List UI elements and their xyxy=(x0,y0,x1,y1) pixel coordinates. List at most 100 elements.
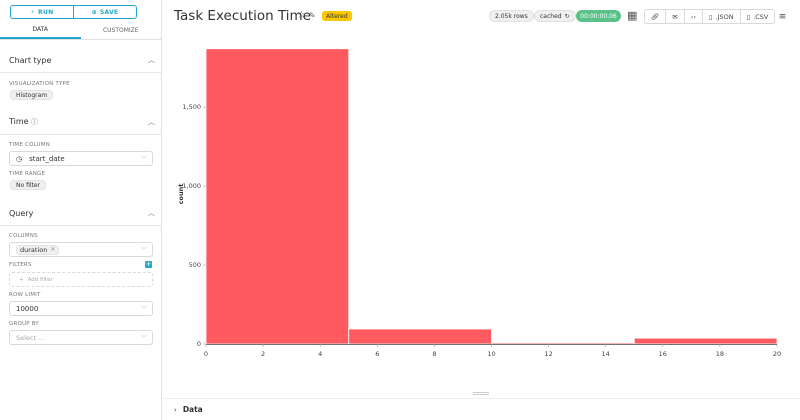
viz-type-value[interactable]: Histogram xyxy=(10,90,54,100)
clock-icon: ◷ xyxy=(16,154,23,163)
section-divider xyxy=(0,225,161,226)
group-by-select[interactable]: Select ... ﹀ xyxy=(9,330,153,345)
file-icon: ▯ xyxy=(708,12,713,21)
star-icon[interactable]: ☆ xyxy=(297,10,306,21)
y-tick-label: 1,000 xyxy=(182,182,201,190)
x-tick-label: 0 xyxy=(204,350,208,358)
x-tick-label: 8 xyxy=(432,350,436,358)
run-save-group: ⚡ RUN ⊕ SAVE xyxy=(10,5,137,19)
run-label: RUN xyxy=(38,8,54,16)
x-tick-label: 12 xyxy=(544,350,552,358)
csv-label: .CSV xyxy=(753,12,769,21)
columns-select[interactable]: duration × ﹀ xyxy=(9,242,153,257)
data-section-toggle[interactable]: › Data xyxy=(174,405,203,414)
chevron-down-icon: ﹀ xyxy=(140,306,147,313)
x-tick-label: 10 xyxy=(487,350,495,358)
code-icon: ‹› xyxy=(690,12,696,21)
y-tick-label: 500 xyxy=(189,261,201,269)
y-axis-label: count xyxy=(177,184,185,205)
data-section-label: Data xyxy=(182,405,203,414)
histogram-svg: 0 500 1,000 1,500 0 2 4 6 8 10 12 14 16 18 20 count xyxy=(177,48,781,358)
time-range-label: TIME RANGE xyxy=(9,171,46,177)
add-filter-label: Add filter xyxy=(27,276,53,283)
time-column-label: TIME COLUMN xyxy=(9,142,50,148)
export-actions: 🔗︎ ✉ ‹› ▯ .JSON ▯ .CSV xyxy=(644,9,776,24)
save-label: SAVE xyxy=(99,8,119,16)
tab-customize[interactable]: CUSTOMIZE xyxy=(102,27,139,34)
close-icon[interactable]: × xyxy=(50,246,56,253)
chevron-up-icon[interactable]: ︿ xyxy=(148,56,155,64)
row-limit-label: ROW LIMIT xyxy=(9,292,41,298)
export-csv-button[interactable]: ▯ .CSV xyxy=(739,10,775,23)
plus-circle-icon: ⊕ xyxy=(91,8,97,16)
histogram-chart: 0 500 1,000 1,500 0 2 4 6 8 10 12 14 16 18 20 count xyxy=(163,30,800,360)
save-button[interactable]: ⊕ SAVE xyxy=(73,6,136,18)
calendar-icon[interactable]: ▦ xyxy=(627,9,638,22)
run-button[interactable]: ⚡ RUN xyxy=(11,6,73,18)
query-section-header[interactable]: Query ︿ xyxy=(9,207,155,219)
histogram-bar xyxy=(348,328,492,345)
time-section-header[interactable]: Time ⓘ ︿ xyxy=(9,116,155,128)
row-limit-select[interactable]: 10000 ﹀ xyxy=(9,301,153,316)
group-by-label: GROUP BY xyxy=(9,321,39,327)
tab-data[interactable]: DATA xyxy=(0,22,81,39)
histogram-bar xyxy=(491,342,635,345)
copy-link-button[interactable]: 🔗︎ xyxy=(645,10,665,23)
resize-handle[interactable] xyxy=(473,392,489,395)
altered-badge[interactable]: Altered xyxy=(322,11,352,21)
refresh-icon: ↻ xyxy=(564,12,570,20)
time-title-wrap: Time ⓘ xyxy=(9,117,38,127)
columns-label: COLUMNS xyxy=(9,233,38,239)
time-column-select[interactable]: ◷ start_date ﹀ xyxy=(9,151,153,166)
chart-type-section-header[interactable]: Chart type ︿ xyxy=(9,54,155,66)
x-tick-label: 20 xyxy=(773,350,781,358)
chart-type-title: Chart type xyxy=(9,55,52,65)
section-divider xyxy=(0,72,161,73)
chevron-down-icon: ﹀ xyxy=(140,335,147,342)
chevron-down-icon: ﹀ xyxy=(140,247,147,254)
histogram-bar xyxy=(205,48,350,345)
data-divider xyxy=(163,398,800,399)
section-divider xyxy=(0,134,161,135)
row-count-badge: 2.05k rows xyxy=(489,10,534,22)
time-column-value: start_date xyxy=(29,154,65,163)
json-label: .JSON xyxy=(715,12,734,21)
x-tick-label: 18 xyxy=(716,350,724,358)
bolt-icon: ⚡ xyxy=(30,8,36,16)
time-title: Time xyxy=(9,117,29,126)
query-title: Query xyxy=(9,208,34,218)
group-by-placeholder: Select ... xyxy=(16,333,45,342)
x-tick-label: 16 xyxy=(659,350,667,358)
chevron-down-icon: ﹀ xyxy=(140,156,147,163)
chevron-up-icon[interactable]: ︿ xyxy=(148,118,155,126)
email-icon: ✉ xyxy=(672,12,678,21)
info-icon: ⓘ xyxy=(31,118,39,126)
add-filter-icon[interactable]: + xyxy=(145,260,152,268)
export-json-button[interactable]: ▯ .JSON xyxy=(701,10,740,23)
add-filter-button[interactable]: + Add filter xyxy=(9,272,153,287)
chevron-up-icon[interactable]: ︿ xyxy=(148,209,155,217)
viz-type-label: VISUALIZATION TYPE xyxy=(9,81,70,87)
cached-label: cached xyxy=(540,12,562,20)
y-tick-label: 1,500 xyxy=(182,103,201,111)
filters-label: FILTERS xyxy=(9,262,32,268)
x-tick-label: 6 xyxy=(375,350,379,358)
row-limit-value: 10000 xyxy=(16,304,39,313)
query-timer: 00:00:00.06 xyxy=(576,10,621,22)
embed-button[interactable]: ‹› xyxy=(683,10,702,23)
control-panel: ⚡ RUN ⊕ SAVE DATA CUSTOMIZE Chart type ︿… xyxy=(0,0,162,420)
title-actions: ☆ ✎ xyxy=(297,10,319,21)
edit-icon[interactable]: ✎ xyxy=(308,11,316,20)
y-tick-label: 0 xyxy=(197,340,201,348)
plus-icon: + xyxy=(19,276,24,283)
file-icon: ▯ xyxy=(746,12,751,21)
panel-tabs: DATA CUSTOMIZE xyxy=(0,22,161,40)
email-button[interactable]: ✉ xyxy=(665,10,683,23)
chart-title[interactable]: Task Execution Time xyxy=(174,8,312,24)
hamburger-icon[interactable]: ≡ xyxy=(778,11,787,22)
x-tick-label: 4 xyxy=(318,350,322,358)
x-tick-label: 14 xyxy=(602,350,610,358)
cached-badge[interactable]: cached ↻ xyxy=(534,10,576,22)
column-tag-label: duration xyxy=(20,245,48,254)
time-range-value[interactable]: No filter xyxy=(10,180,47,190)
